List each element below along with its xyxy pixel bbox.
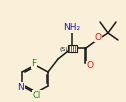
Text: O: O	[87, 62, 93, 70]
Text: NH₂: NH₂	[63, 23, 81, 33]
Text: N: N	[18, 83, 24, 91]
Text: O: O	[94, 33, 102, 42]
Text: Cl: Cl	[33, 90, 41, 99]
Text: F: F	[32, 59, 37, 69]
Text: (S): (S)	[59, 47, 68, 52]
Bar	[68, 44, 76, 52]
